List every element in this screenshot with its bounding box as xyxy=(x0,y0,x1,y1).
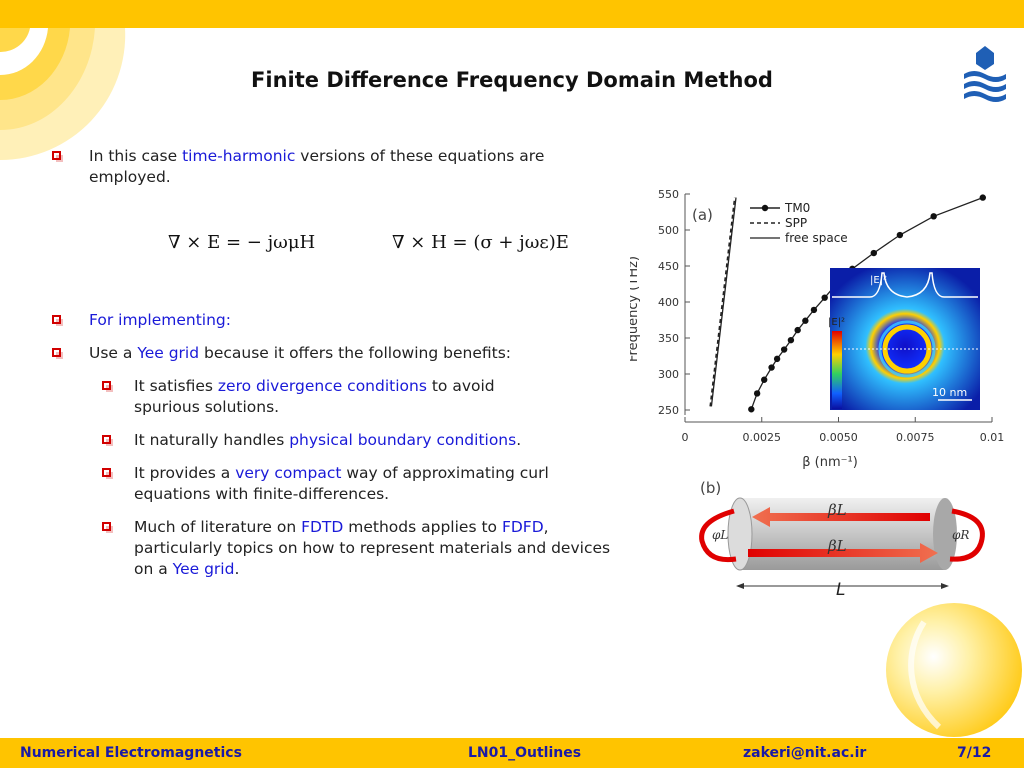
footer-page: 7/12 xyxy=(957,745,992,761)
legend: TM0 SPP free space xyxy=(750,201,848,245)
footer-email: zakeri@nit.ac.ir xyxy=(743,745,867,761)
beta-l-top: βL xyxy=(827,501,847,519)
bottom-bar xyxy=(0,738,1024,768)
legend-spp: SPP xyxy=(785,216,807,230)
phi-r-label: φR xyxy=(952,528,969,542)
bullet-marker xyxy=(52,348,63,359)
decorative-sphere xyxy=(886,603,1022,737)
slide-title: Finite Difference Frequency Domain Metho… xyxy=(251,68,773,92)
panel-a-label: (a) xyxy=(692,206,713,224)
phi-l-label: φL xyxy=(712,528,728,542)
series-free-space xyxy=(710,197,737,407)
data-point xyxy=(930,213,937,220)
series-spp xyxy=(709,197,736,407)
data-point xyxy=(870,249,878,257)
bullet-list: In this case time-harmonic versions of t… xyxy=(52,146,612,580)
length-label: L xyxy=(836,580,845,600)
x-ticks: 0 0.0025 0.0050 0.0075 0.01 xyxy=(682,417,1005,444)
dispersion-figure: 550 500 450 400 350 300 250 0 0.0025 0.0050 0.007… xyxy=(630,188,1005,600)
data-point xyxy=(768,364,775,371)
bullet-for-implementing: For implementing: xyxy=(52,310,612,331)
legend-tm0: TM0 xyxy=(784,201,810,215)
inset-title: |E|² xyxy=(870,275,887,286)
panel-b-label: (b) xyxy=(700,479,721,497)
bullet-yee-grid: Use a Yee grid because it offers the fol… xyxy=(52,343,612,364)
top-bar xyxy=(0,0,1024,28)
field-inset: |E|² 10 nm |E|² xyxy=(828,268,980,410)
equation-ampere: ∇ × H = (σ + jωε)E xyxy=(392,232,569,253)
colorbar-label: |E|² xyxy=(828,317,845,328)
y-tick-label: 400 xyxy=(658,296,679,309)
y-tick-label: 550 xyxy=(658,188,679,201)
footer-file: LN01_Outlines xyxy=(468,745,582,761)
data-point xyxy=(780,346,788,353)
y-tick-label: 350 xyxy=(658,332,679,345)
bullet-marker xyxy=(52,315,63,326)
bullet-marker xyxy=(52,151,63,162)
data-point xyxy=(821,294,828,301)
data-point xyxy=(802,317,809,324)
subbullet-fdtd-fdfd: Much of literature on FDTD methods appli… xyxy=(52,517,612,580)
inset-scale-label: 10 nm xyxy=(932,386,967,399)
data-point xyxy=(761,376,768,383)
data-point xyxy=(748,406,755,413)
y-tick-label: 450 xyxy=(658,260,679,273)
x-tick-label: 0.0025 xyxy=(743,431,782,444)
y-tick-label: 500 xyxy=(658,224,679,237)
decorative-arcs xyxy=(0,28,126,161)
data-point xyxy=(753,390,761,397)
university-logo xyxy=(964,46,1006,102)
x-tick-label: 0.01 xyxy=(980,431,1005,444)
x-tick-label: 0.0075 xyxy=(896,431,935,444)
x-tick-label: 0.0050 xyxy=(819,431,858,444)
bullet-marker xyxy=(102,435,113,446)
legend-free-space: free space xyxy=(785,231,848,245)
waveguide-diagram: (b) βL βL φL φR L xyxy=(699,479,985,600)
y-axis-label: Frequency (THz) xyxy=(630,256,641,362)
beta-l-bottom: βL xyxy=(827,537,847,555)
equation-faraday: ∇ × E = − jωμH xyxy=(168,232,316,253)
data-point xyxy=(787,336,795,344)
data-point xyxy=(896,231,904,239)
bullet-marker xyxy=(102,522,113,533)
subbullet-very-compact: It provides a very compact way of approx… xyxy=(52,463,612,505)
footer-course: Numerical Electromagnetics xyxy=(20,745,242,761)
bullet-time-harmonic: In this case time-harmonic versions of t… xyxy=(52,146,612,188)
y-tick-label: 300 xyxy=(658,368,679,381)
subbullet-zero-divergence: It satisfies zero divergence conditions … xyxy=(52,376,612,418)
y-ticks: 550 500 450 400 350 300 250 xyxy=(658,188,690,417)
bullet-marker xyxy=(102,468,113,479)
data-point xyxy=(979,194,986,201)
y-tick-label: 250 xyxy=(658,404,679,417)
data-point xyxy=(773,355,781,363)
x-tick-label: 0 xyxy=(682,431,689,444)
data-point xyxy=(794,326,801,334)
x-axis-label: β (nm⁻¹) xyxy=(802,455,858,470)
data-point xyxy=(810,306,818,314)
subbullet-boundary-conditions: It naturally handles physical boundary c… xyxy=(52,430,612,451)
bullet-marker xyxy=(102,381,113,392)
